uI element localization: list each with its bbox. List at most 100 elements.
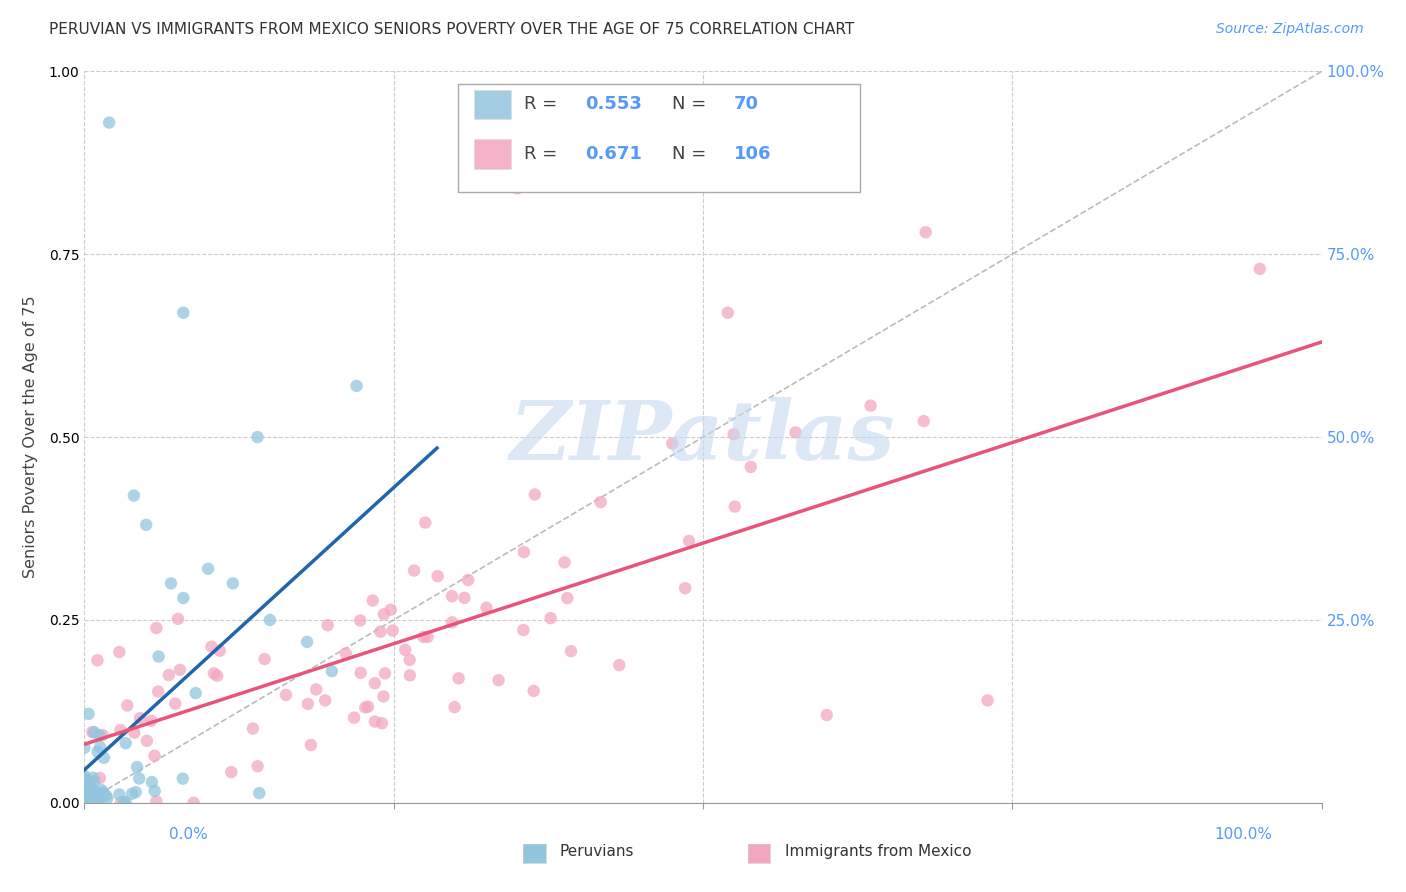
Point [73,740,96,755]
Point [200,640,222,654]
Point [374,666,396,681]
Point [506,181,529,195]
Point [364,676,387,690]
Point [259,613,281,627]
Point [555,591,578,605]
Point [416,630,439,644]
Point [117,698,139,713]
Point [83,787,105,801]
Point [404,564,426,578]
Point [912,414,935,428]
Point [447,671,470,685]
Point [475,600,498,615]
Point [172,772,194,786]
Point [412,630,434,644]
Point [167,612,190,626]
Point [197,562,219,576]
Point [413,516,436,530]
Point [75,772,97,787]
Point [86,653,108,667]
Point [441,615,464,630]
Y-axis label: Seniors Poverty Over the Age of 75: Seniors Poverty Over the Age of 75 [22,296,38,578]
Point [86,745,108,759]
Point [145,794,167,808]
Point [184,686,207,700]
Point [321,664,343,678]
Point [335,646,357,660]
Point [77,795,100,809]
Point [246,759,269,773]
Text: 0.0%: 0.0% [169,827,208,841]
Point [93,786,115,800]
Text: Source: ZipAtlas.com: Source: ZipAtlas.com [1216,22,1364,37]
Text: 106: 106 [734,145,772,163]
Point [512,623,534,637]
Text: 0.671: 0.671 [585,145,643,163]
Text: N =: N = [672,95,711,113]
Point [146,684,169,698]
Point [343,711,366,725]
Point [76,788,98,802]
Point [1249,261,1271,276]
Point [165,697,187,711]
Point [373,607,395,622]
Point [75,795,97,809]
Point [560,644,582,658]
Point [77,706,100,721]
Point [90,783,112,797]
Point [785,425,807,440]
Point [82,781,104,796]
Point [79,790,101,805]
Point [82,725,104,739]
Point [91,728,114,742]
Point [73,778,96,792]
Point [440,589,463,603]
Text: 100.0%: 100.0% [1215,827,1272,841]
Point [540,611,562,625]
Point [143,784,166,798]
Point [122,489,145,503]
Point [357,699,380,714]
Point [89,790,111,805]
Point [202,666,225,681]
Point [246,430,269,444]
Point [86,795,108,809]
Point [73,793,96,807]
Point [724,500,747,514]
Point [314,693,336,707]
Point [83,725,105,739]
Point [678,533,700,548]
Point [274,688,297,702]
Point [373,690,395,704]
Point [129,711,152,725]
Point [297,697,319,711]
Point [859,399,882,413]
Point [914,225,936,239]
Point [381,624,404,638]
Point [87,795,110,809]
Text: R =: R = [523,95,562,113]
Point [253,652,276,666]
Point [110,796,132,810]
Point [75,791,97,805]
Point [75,787,97,801]
Point [554,555,576,569]
Point [205,668,228,682]
Point [121,787,143,801]
Point [143,748,166,763]
Point [316,618,339,632]
Point [73,769,96,783]
Point [77,796,100,810]
Point [82,771,104,785]
Text: 0.553: 0.553 [585,95,643,113]
Point [183,796,205,810]
Point [73,789,96,804]
Point [346,379,368,393]
Point [76,781,98,796]
Point [488,673,510,688]
Point [399,668,422,682]
Point [73,783,96,797]
Point [76,788,98,802]
Text: R =: R = [523,145,562,163]
Point [723,427,745,442]
